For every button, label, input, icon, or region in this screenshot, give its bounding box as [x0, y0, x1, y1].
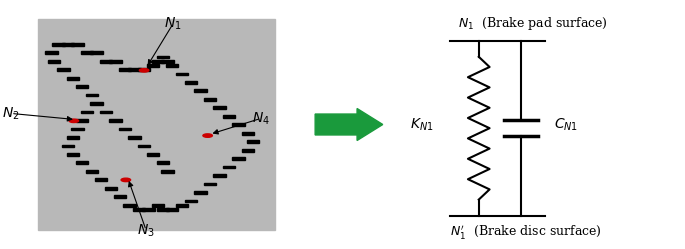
- Text: $N_1$  (Brake pad surface): $N_1$ (Brake pad surface): [458, 15, 608, 32]
- Bar: [204, 183, 216, 186]
- Bar: [86, 94, 98, 96]
- Bar: [195, 89, 207, 92]
- Circle shape: [69, 119, 79, 123]
- Bar: [214, 106, 225, 109]
- Bar: [100, 111, 112, 113]
- Bar: [166, 208, 178, 211]
- Text: $N_2$: $N_2$: [2, 105, 20, 122]
- Bar: [152, 204, 164, 207]
- Bar: [223, 166, 235, 169]
- Bar: [195, 191, 207, 194]
- Bar: [162, 170, 173, 173]
- Bar: [81, 111, 93, 113]
- Bar: [133, 208, 145, 211]
- Text: $N_1$: $N_1$: [164, 15, 182, 32]
- Bar: [119, 68, 131, 71]
- Bar: [62, 43, 74, 46]
- Bar: [166, 64, 178, 67]
- Bar: [38, 19, 275, 230]
- Bar: [48, 60, 60, 62]
- Bar: [58, 68, 70, 71]
- Bar: [214, 174, 225, 177]
- Bar: [138, 68, 150, 71]
- Bar: [110, 119, 122, 122]
- Bar: [138, 145, 150, 147]
- Bar: [175, 204, 188, 207]
- Bar: [114, 195, 126, 198]
- Bar: [76, 85, 88, 88]
- Bar: [232, 157, 245, 160]
- Bar: [95, 179, 108, 181]
- Bar: [76, 119, 88, 122]
- Circle shape: [121, 178, 131, 182]
- Bar: [90, 102, 103, 105]
- Bar: [157, 56, 169, 58]
- Bar: [66, 77, 79, 79]
- Bar: [162, 60, 173, 62]
- Bar: [242, 149, 254, 151]
- Bar: [128, 68, 140, 71]
- Bar: [105, 187, 117, 190]
- Bar: [45, 51, 58, 54]
- Bar: [81, 51, 93, 54]
- Bar: [152, 60, 164, 62]
- Circle shape: [139, 69, 149, 72]
- Bar: [71, 128, 84, 130]
- Text: $K_{N1}$: $K_{N1}$: [410, 116, 434, 133]
- Bar: [71, 43, 84, 46]
- Bar: [66, 136, 79, 139]
- Bar: [123, 204, 136, 207]
- FancyArrow shape: [315, 109, 383, 140]
- Bar: [62, 145, 74, 147]
- Bar: [110, 60, 122, 62]
- Bar: [86, 170, 98, 173]
- Text: $N_3$: $N_3$: [137, 222, 155, 239]
- Bar: [147, 64, 160, 67]
- Bar: [242, 132, 254, 134]
- Bar: [185, 81, 197, 84]
- Bar: [232, 124, 245, 126]
- Text: $C_{N1}$: $C_{N1}$: [553, 116, 578, 133]
- Bar: [100, 60, 112, 62]
- Bar: [204, 98, 216, 101]
- Bar: [223, 115, 235, 118]
- Text: $N_1'$  (Brake disc surface): $N_1'$ (Brake disc surface): [450, 223, 602, 241]
- Bar: [185, 200, 197, 202]
- Bar: [119, 128, 131, 130]
- Bar: [90, 51, 103, 54]
- Text: $N_4$: $N_4$: [252, 110, 270, 126]
- Bar: [175, 72, 188, 75]
- Bar: [157, 208, 169, 211]
- Bar: [142, 208, 155, 211]
- Circle shape: [203, 134, 212, 137]
- Bar: [157, 162, 169, 164]
- Bar: [128, 136, 140, 139]
- Bar: [66, 153, 79, 156]
- Bar: [53, 43, 65, 46]
- Bar: [76, 162, 88, 164]
- Bar: [247, 140, 259, 143]
- Bar: [147, 153, 160, 156]
